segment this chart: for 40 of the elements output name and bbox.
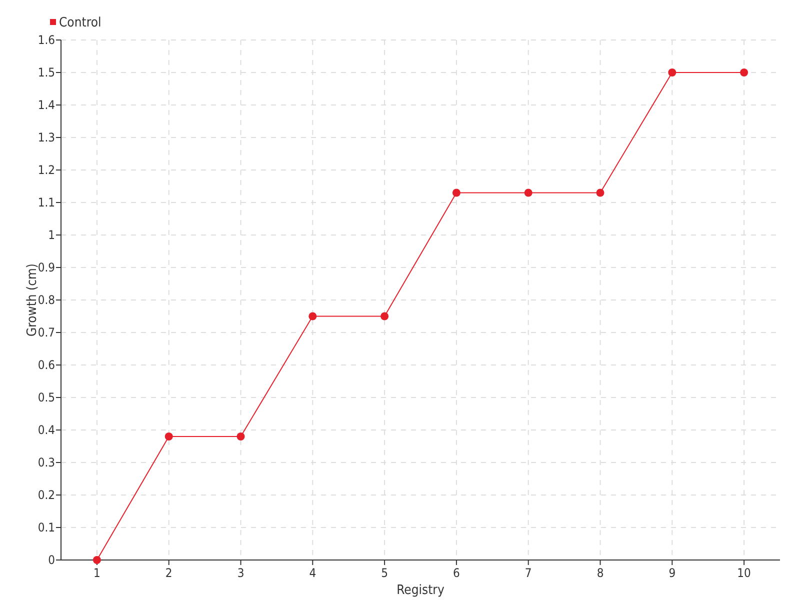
x-tick-label: 3 <box>237 566 244 580</box>
point <box>740 68 748 76</box>
y-tick-label: 0.5 <box>38 390 55 405</box>
point <box>524 188 532 197</box>
x-tick-label: 1 <box>94 566 100 580</box>
y-tick-label: 1.6 <box>38 33 56 48</box>
point <box>236 432 245 440</box>
y-axis-title: Growth (cm) <box>25 264 40 336</box>
point <box>452 188 460 197</box>
x-tick-label: 8 <box>596 566 604 580</box>
y-tick-label: 1.5 <box>38 66 55 80</box>
y-tick-label: 0.9 <box>38 260 56 275</box>
x-tick-label: 10 <box>737 566 752 580</box>
y-tick-label: 0.1 <box>38 520 55 535</box>
y-tick-label: 1.2 <box>38 163 55 178</box>
x-tick-label: 9 <box>668 566 676 580</box>
point <box>92 556 101 564</box>
legend-label: Control <box>59 16 102 31</box>
x-tick-label: 6 <box>453 566 460 580</box>
y-tick-label: 1 <box>48 228 55 242</box>
y-tick-label: 1.4 <box>38 98 56 112</box>
y-tick-label: 0.2 <box>38 488 55 502</box>
point <box>668 68 676 76</box>
y-tick-label: 0.7 <box>38 326 55 340</box>
point <box>164 432 173 440</box>
y-tick-label: 0.6 <box>38 358 56 372</box>
x-tick-label: 4 <box>309 566 316 580</box>
point <box>308 312 317 320</box>
x-axis-title: Registry <box>396 583 444 598</box>
x-tick-label: 5 <box>381 566 388 580</box>
x-tick-label: 2 <box>165 566 172 580</box>
y-tick-label: 1.1 <box>38 196 55 210</box>
y-tick-label: 0.8 <box>38 293 56 308</box>
point <box>596 188 604 197</box>
y-tick-label: 1.3 <box>38 130 55 145</box>
y-tick-label: 0.3 <box>38 456 55 470</box>
y-tick-label: 0.4 <box>38 423 56 438</box>
y-tick-label: 0 <box>48 553 56 568</box>
point <box>380 312 389 320</box>
x-tick-label: 7 <box>524 566 532 580</box>
